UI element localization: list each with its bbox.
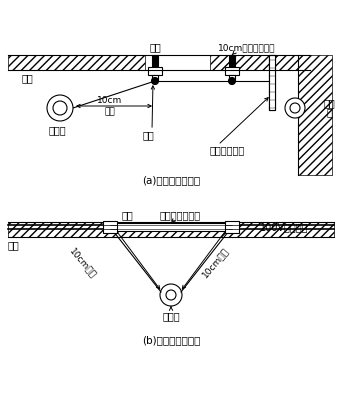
Circle shape [228,77,236,84]
Bar [103,221,117,233]
Bar [229,75,235,81]
Circle shape [285,98,305,118]
Text: 電線: 電線 [142,130,154,140]
Text: 100V屋内配線: 100V屋内配線 [260,222,308,232]
Text: 床下: 床下 [22,73,34,83]
Text: 絶縁性の隔壁: 絶縁性の隔壁 [210,145,245,155]
Circle shape [47,95,73,121]
Bar [152,55,158,67]
Text: 10cm以下でもよい: 10cm以下でもよい [218,43,276,52]
Text: 床上: 床上 [149,42,161,52]
Bar [152,75,158,81]
Text: 10cm: 10cm [97,96,123,105]
Bar [229,55,235,67]
Text: 床下: 床下 [8,240,20,250]
Bar [225,221,239,233]
Circle shape [53,101,67,115]
Circle shape [166,290,176,300]
Text: 床上: 床上 [121,210,133,220]
Text: 以上: 以上 [105,107,115,116]
Bar [8,55,145,70]
Circle shape [160,284,182,306]
Text: (a)　接近する場合: (a) 接近する場合 [142,175,200,185]
Bar [148,67,162,75]
Bar [8,222,334,237]
Text: 10cm以上: 10cm以上 [68,246,98,280]
Text: ガス管: ガス管 [48,125,66,135]
Circle shape [152,77,158,84]
Bar [225,67,239,75]
Text: 水道管: 水道管 [162,311,180,321]
Bar [110,223,232,231]
Text: 10cm以上: 10cm以上 [200,246,230,280]
Text: ガス
管: ガス 管 [323,98,335,117]
Bar [269,55,275,110]
Bar [298,55,332,175]
Bar [210,55,310,70]
Bar [269,55,275,110]
Circle shape [290,103,300,113]
Text: (b)　交さする場合: (b) 交さする場合 [142,335,200,345]
Text: がい管を入れる: がい管を入れる [160,210,201,220]
